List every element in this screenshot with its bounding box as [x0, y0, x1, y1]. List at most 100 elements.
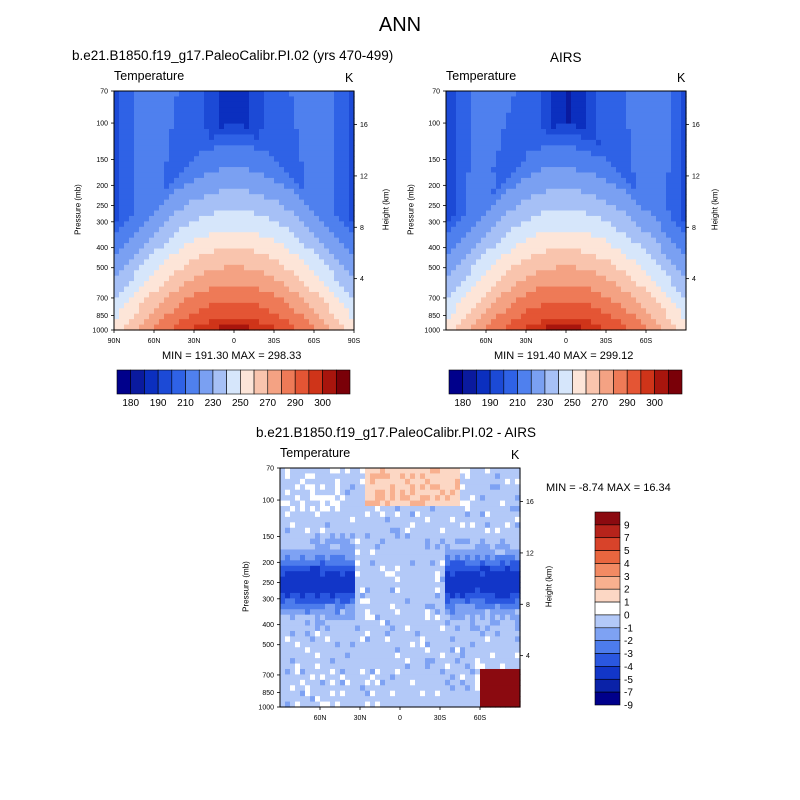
obs-cell [636, 297, 642, 304]
obs-cell [551, 91, 557, 98]
diff-cell [300, 565, 306, 572]
model-cell [119, 177, 125, 184]
obs-cell [576, 232, 582, 239]
model-cell [114, 226, 120, 233]
model-cell [234, 302, 240, 309]
model-cell [154, 226, 160, 233]
model-cell [224, 264, 230, 271]
model-cell [139, 123, 145, 130]
model-cell [149, 324, 155, 331]
model-cell [264, 139, 270, 146]
model-cell [204, 291, 210, 299]
model-cell [129, 177, 135, 184]
obs-cell [666, 248, 672, 255]
obs-cell [566, 313, 572, 320]
model-cell [219, 232, 225, 239]
model-cell [194, 199, 200, 206]
model-cell [349, 156, 355, 163]
obs-cell [651, 313, 657, 320]
model-cell [214, 210, 220, 217]
model-cell [279, 156, 285, 163]
model-cell [239, 139, 245, 146]
obs-cell [616, 112, 622, 119]
obs-cell [501, 167, 507, 174]
obs-cell [566, 145, 572, 152]
diff-cell [300, 473, 306, 480]
model-cell [179, 232, 185, 239]
model-cell [264, 150, 270, 157]
model-cell [174, 319, 180, 326]
obs-cell [626, 286, 632, 293]
model-cell [299, 172, 305, 179]
model-cell [239, 101, 245, 108]
obs-cell [636, 313, 642, 320]
diff-cell [330, 538, 336, 545]
diff-cell [295, 690, 301, 697]
obs-cell [541, 291, 547, 299]
model-cell [239, 205, 245, 212]
model-cell [144, 129, 150, 136]
obs-cell [556, 101, 562, 108]
diff-cell [325, 495, 331, 502]
model-cell [164, 91, 170, 98]
diff-cell [310, 609, 316, 616]
model-cell [134, 123, 140, 130]
model-cell [179, 281, 185, 288]
model-cell [144, 112, 150, 119]
obs-cell [596, 210, 602, 217]
diff-cell [315, 478, 321, 485]
obs-cell [541, 281, 547, 288]
model-cell [274, 248, 280, 255]
model-cell [294, 96, 300, 103]
model-cell [149, 177, 155, 184]
diff-cell [290, 495, 296, 502]
model-cell [129, 324, 135, 331]
model-cell [204, 167, 210, 174]
model-cell [194, 112, 200, 119]
obs-cell [581, 199, 587, 206]
obs-cell [501, 172, 507, 179]
model-cell [219, 107, 225, 114]
model-cell [124, 286, 130, 293]
obs-cell [601, 205, 607, 212]
model-cell [234, 194, 240, 201]
obs-cell [486, 248, 492, 255]
model-cell [114, 145, 120, 152]
model-cell [349, 129, 355, 136]
obs-cell [516, 129, 522, 136]
obs-cell [651, 302, 657, 309]
obs-cell [581, 134, 587, 141]
model-cell [134, 188, 140, 195]
obs-cell [576, 183, 582, 190]
model-cell [254, 177, 260, 184]
obs-cell [606, 286, 612, 293]
model-cell [144, 308, 150, 315]
obs-cell [491, 112, 497, 119]
obs-cell [631, 215, 637, 222]
model-cell [199, 319, 205, 326]
obs-cell [486, 96, 492, 103]
model-cell [314, 118, 320, 125]
model-cell [269, 243, 275, 250]
model-cell [254, 275, 260, 282]
model-cell [229, 123, 235, 130]
model-cell [234, 259, 240, 266]
obs-cell [616, 172, 622, 179]
model-cell [264, 91, 270, 98]
obs-cell [546, 161, 552, 168]
model-cell [269, 145, 275, 152]
model-cell [299, 205, 305, 212]
model-cell [124, 270, 130, 277]
model-cell [299, 243, 305, 250]
obs-cell [581, 210, 587, 217]
obs-cell [681, 107, 687, 114]
model-cell [249, 118, 255, 125]
obs-cell [551, 177, 557, 184]
model-cell [269, 232, 275, 239]
model-cell [279, 324, 285, 331]
diff-cell [330, 500, 336, 507]
model-cell [209, 194, 215, 201]
diff-cell [325, 647, 331, 654]
diff-cell [295, 647, 301, 654]
model-cell [224, 259, 230, 266]
